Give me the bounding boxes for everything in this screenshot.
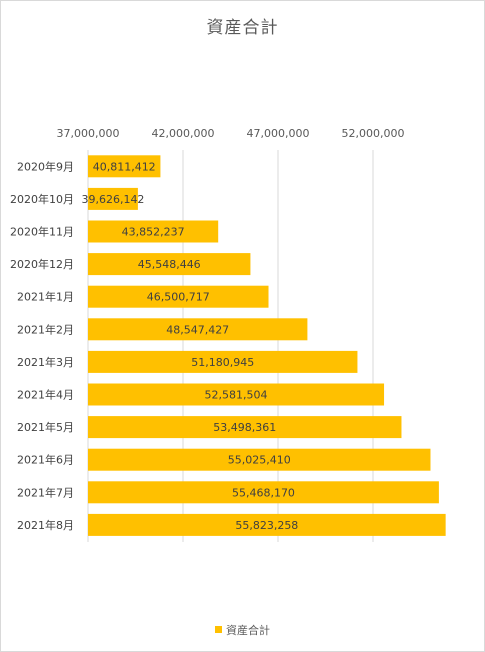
bar — [88, 220, 219, 243]
bar — [88, 285, 269, 308]
y-tick-label: 2020年9月 — [17, 159, 74, 173]
bar — [88, 155, 161, 178]
y-tick-label: 2021年4月 — [17, 388, 74, 402]
bar — [88, 416, 402, 439]
data-label: 43,852,237 — [122, 226, 185, 239]
y-tick-label: 2021年5月 — [17, 420, 74, 434]
bar — [88, 513, 446, 536]
data-label: 45,548,446 — [138, 258, 201, 271]
bar — [88, 481, 439, 504]
bar — [88, 350, 358, 373]
y-tick-label: 2021年7月 — [17, 485, 74, 499]
data-label: 55,025,410 — [228, 454, 291, 467]
y-tick-label: 2020年12月 — [10, 257, 74, 271]
data-label: 53,498,361 — [213, 421, 276, 434]
legend-swatch — [215, 626, 222, 633]
chart-title: 資産合計 — [206, 18, 279, 38]
bar — [88, 383, 385, 406]
x-tick-label: 42,000,000 — [152, 127, 215, 140]
bar — [88, 448, 431, 471]
y-tick-label: 2020年10月 — [10, 192, 74, 206]
y-tick-label: 2021年2月 — [17, 322, 74, 336]
y-tick-label: 2021年3月 — [17, 355, 74, 369]
y-tick-label: 2021年6月 — [17, 453, 74, 467]
x-tick-label: 37,000,000 — [57, 127, 120, 140]
y-tick-label: 2021年1月 — [17, 290, 74, 304]
data-label: 40,811,412 — [93, 160, 156, 173]
data-label: 55,468,170 — [232, 486, 295, 499]
x-tick-label: 52,000,000 — [342, 127, 405, 140]
data-label: 51,180,945 — [191, 356, 254, 369]
y-tick-label: 2020年11月 — [10, 225, 74, 239]
data-label: 48,547,427 — [166, 323, 229, 336]
bar — [88, 187, 138, 210]
legend-label: 資産合計 — [226, 624, 270, 637]
legend: 資産合計 — [0, 622, 485, 638]
bar — [88, 318, 308, 341]
x-tick-label: 47,000,000 — [247, 127, 310, 140]
data-label: 46,500,717 — [147, 291, 210, 304]
bar — [88, 253, 251, 276]
data-label: 39,626,142 — [81, 193, 144, 206]
y-tick-label: 2021年8月 — [17, 518, 74, 532]
data-label: 55,823,258 — [235, 519, 298, 532]
data-label: 52,581,504 — [205, 389, 268, 402]
